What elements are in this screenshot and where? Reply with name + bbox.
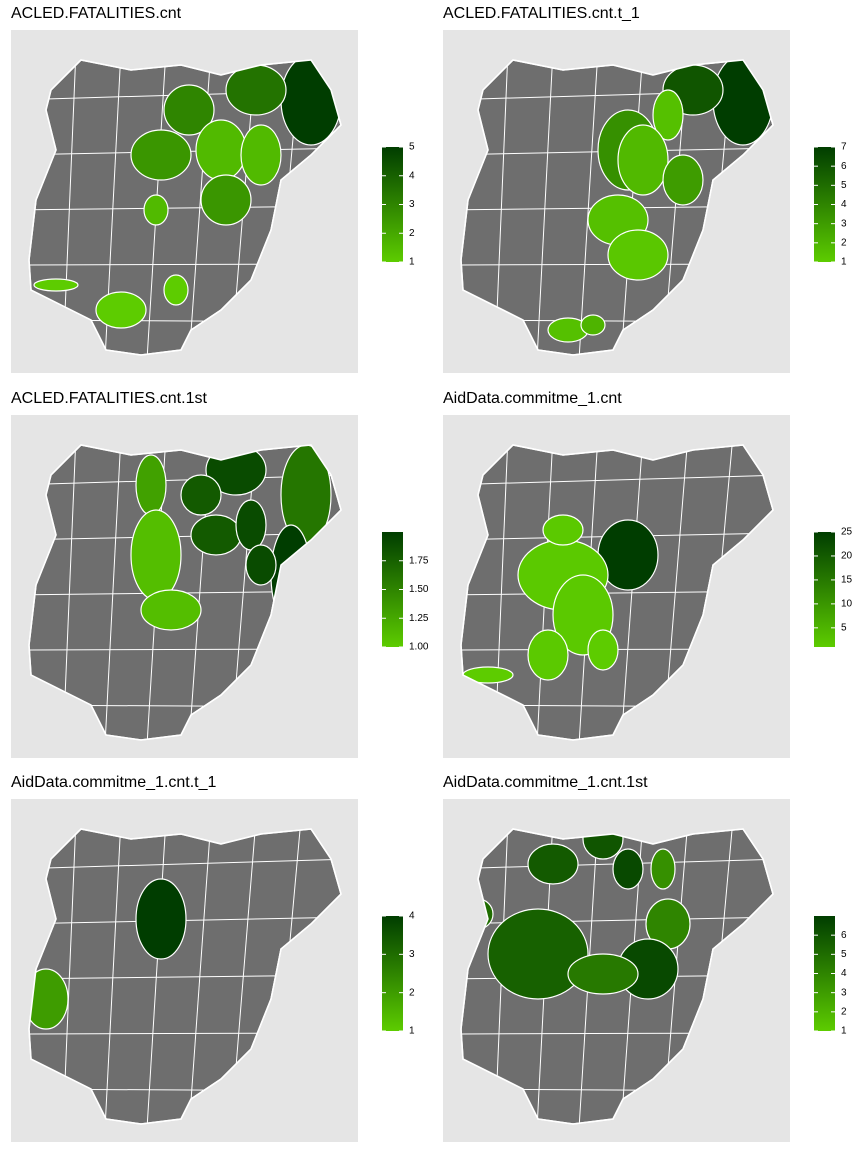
map-panel: 1 2 3 4 xyxy=(11,799,415,1142)
region xyxy=(130,129,192,181)
legend-tick-label: 1.00 xyxy=(409,642,429,653)
region xyxy=(163,84,215,136)
region xyxy=(580,314,606,336)
region xyxy=(240,124,282,186)
legend-colorbar xyxy=(382,532,403,647)
map-title: AidData.commitme_1.cnt.t_1 xyxy=(11,774,217,791)
state-border xyxy=(188,829,212,1124)
region xyxy=(143,194,169,226)
country-border xyxy=(460,444,774,741)
region xyxy=(487,908,589,1000)
country-border xyxy=(28,444,342,741)
map-title: ACLED.FATALITIES.cnt.1st xyxy=(11,390,207,407)
legend-tick-label: 2 xyxy=(409,987,415,998)
legend-colorbar xyxy=(814,916,835,1031)
legend-colorbar xyxy=(814,532,835,647)
region xyxy=(527,843,579,885)
region xyxy=(130,509,182,601)
legend-colorbar xyxy=(814,147,835,262)
map-panel: 1 2 3 4 5 6 7 xyxy=(443,30,847,373)
region xyxy=(607,229,669,281)
state-border xyxy=(29,858,341,870)
map-panel: 1.00 1.25 1.50 1.75 xyxy=(11,415,429,758)
region xyxy=(567,953,639,995)
region xyxy=(582,829,624,860)
state-border xyxy=(461,474,773,486)
legend-tick-label: 4 xyxy=(409,911,415,922)
map-title: AidData.commitme_1.cnt.1st xyxy=(443,774,648,791)
legend-tick-label: 4 xyxy=(841,199,847,210)
legend-tick-label: 5 xyxy=(841,180,847,191)
state-border xyxy=(536,60,554,355)
region xyxy=(245,544,277,586)
legend-tick-label: 20 xyxy=(841,551,853,562)
map-panel: 5 10 15 20 25 xyxy=(443,415,853,758)
country-border xyxy=(28,59,342,356)
region xyxy=(225,64,287,116)
legend-tick-label: 1 xyxy=(841,257,847,268)
legend-tick-label: 2 xyxy=(841,1006,847,1017)
map-title: ACLED.FATALITIES.cnt xyxy=(11,5,182,22)
region xyxy=(617,124,669,196)
legend-tick-label: 1.25 xyxy=(409,613,429,624)
map-title: ACLED.FATALITIES.cnt.t_1 xyxy=(443,5,640,22)
legend-tick-label: 1.50 xyxy=(409,584,429,595)
map-panel: 1 2 3 4 5 xyxy=(11,30,415,373)
legend-tick-label: 25 xyxy=(841,527,853,538)
legend-colorbar xyxy=(382,916,403,1031)
legend-tick-label: 2 xyxy=(409,228,415,239)
state-border xyxy=(104,445,122,740)
map-title: AidData.commitme_1.cnt xyxy=(443,390,622,407)
legend-tick-label: 1 xyxy=(409,257,415,268)
region xyxy=(612,848,644,890)
legend-tick-label: 4 xyxy=(409,170,415,181)
region xyxy=(662,154,704,206)
state-border xyxy=(461,916,773,925)
region xyxy=(650,848,676,890)
legend-tick-label: 6 xyxy=(841,930,847,941)
legend-tick-label: 3 xyxy=(409,199,415,210)
legend-tick-label: 1 xyxy=(841,1026,847,1037)
region xyxy=(587,629,619,671)
legend-tick-label: 3 xyxy=(841,987,847,998)
legend-tick-label: 1 xyxy=(409,1026,415,1037)
legend-tick-label: 3 xyxy=(841,218,847,229)
legend-tick-label: 1.75 xyxy=(409,555,429,566)
region xyxy=(542,514,584,546)
legend-tick-label: 15 xyxy=(841,575,853,586)
legend-tick-label: 4 xyxy=(841,968,847,979)
state-border xyxy=(578,60,599,355)
region xyxy=(95,291,147,329)
region xyxy=(140,589,202,631)
state-border xyxy=(104,829,122,1124)
country-border xyxy=(28,828,342,1125)
region xyxy=(190,514,242,556)
region xyxy=(33,278,79,292)
region xyxy=(163,274,189,306)
country-border xyxy=(460,828,774,1125)
legend-tick-label: 6 xyxy=(841,161,847,172)
region xyxy=(135,454,167,516)
state-border xyxy=(146,829,167,1124)
map-panel: 1 2 3 4 5 6 xyxy=(443,799,847,1142)
legend-tick-label: 2 xyxy=(841,237,847,248)
legend-colorbar xyxy=(382,147,403,262)
legend-tick-label: 5 xyxy=(841,949,847,960)
region xyxy=(235,499,267,551)
region xyxy=(195,119,247,181)
region xyxy=(200,174,252,226)
region xyxy=(135,878,187,960)
legend-tick-label: 10 xyxy=(841,599,853,610)
legend-tick-label: 5 xyxy=(841,622,847,633)
region xyxy=(527,629,569,681)
legend-tick-label: 3 xyxy=(409,949,415,960)
country-border xyxy=(460,59,774,356)
region xyxy=(652,89,684,141)
legend-tick-label: 5 xyxy=(409,142,415,153)
legend-tick-label: 7 xyxy=(841,142,847,153)
region xyxy=(180,474,222,516)
